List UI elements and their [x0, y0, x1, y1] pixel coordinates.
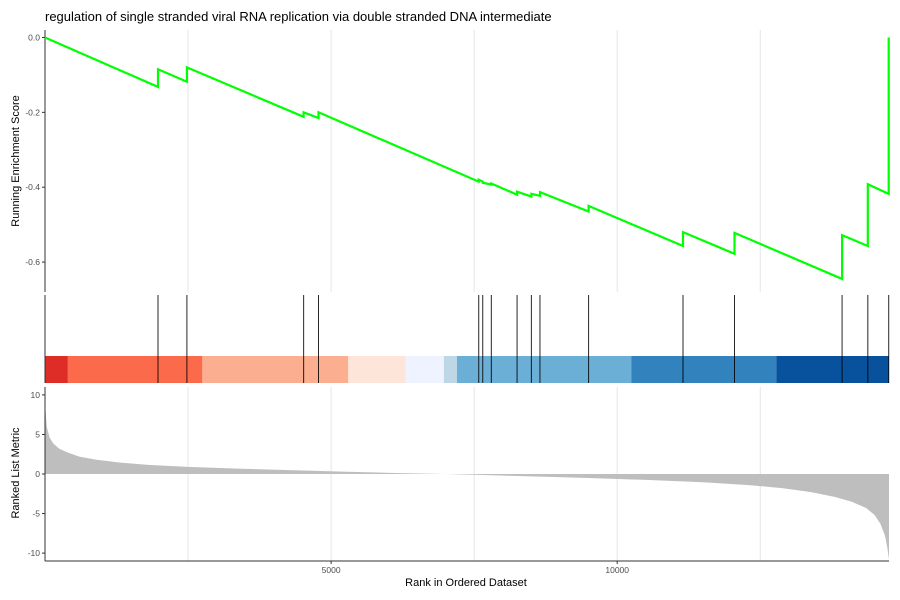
y-tick-label: -0.2 [25, 107, 40, 117]
y-axis-label-enrichment: Running Enrichment Score [10, 95, 22, 226]
rank-color-bin [631, 356, 777, 383]
y-tick-label: -5 [32, 509, 40, 519]
y-tick-label: -0.6 [25, 257, 40, 267]
rank-color-bin [776, 356, 889, 383]
ranked-metric-area [45, 402, 889, 560]
rank-color-bin [67, 356, 203, 383]
y-tick-label: 10 [31, 390, 41, 400]
y-axis-label-metric: Ranked List Metric [10, 427, 22, 519]
x-tick-label: 10000 [605, 565, 629, 575]
ranked-metric-panel: 10 5 0 -5 -10 5000 10000 [28, 387, 889, 575]
rank-color-bin [45, 356, 68, 383]
y-tick-label: 0 [35, 469, 40, 479]
y-tick-label: -0.4 [25, 182, 40, 192]
chart-title: regulation of single stranded viral RNA … [45, 9, 552, 24]
y-tick-label: 5 [35, 429, 40, 439]
enrichment-score-panel: 0.0 -0.2 -0.4 -0.6 [25, 30, 890, 292]
gene-set-hits-panel [44, 295, 890, 383]
y-tick-label: 0.0 [28, 32, 40, 42]
enrichment-score-line [44, 36, 890, 281]
rank-color-bin [405, 356, 444, 383]
rank-color-bin [443, 356, 457, 383]
x-tick-label: 5000 [322, 565, 341, 575]
rank-color-bin [456, 356, 632, 383]
y-tick-label: -10 [28, 548, 41, 558]
rank-color-bin [348, 356, 406, 383]
x-axis-label: Rank in Ordered Dataset [405, 577, 527, 589]
rank-color-bin [202, 356, 349, 383]
